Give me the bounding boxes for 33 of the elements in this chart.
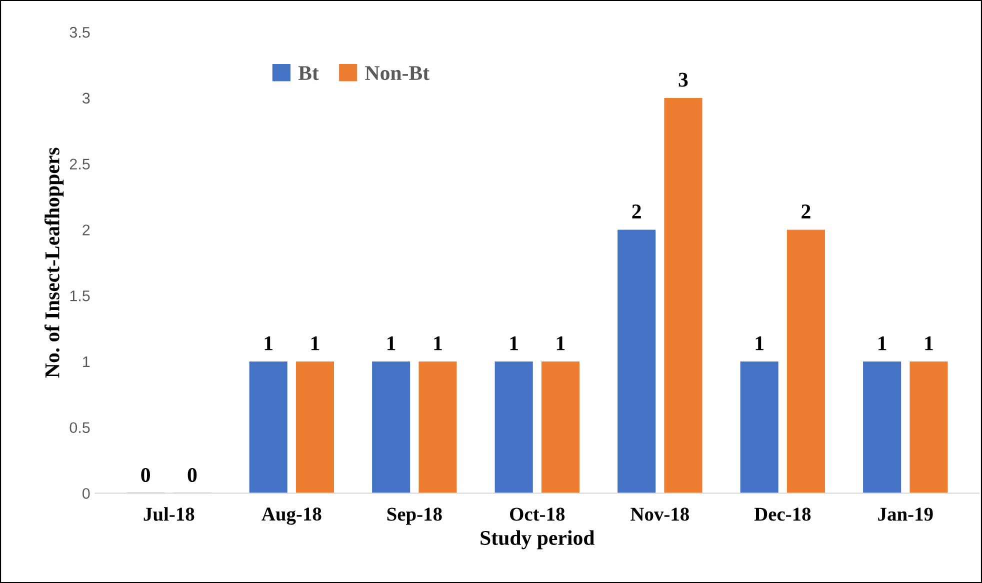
- data-label: 1: [388, 336, 396, 350]
- data-label: 3: [678, 72, 688, 87]
- data-label: 1: [510, 336, 518, 350]
- legend-label: Bt: [298, 66, 319, 80]
- y-tick-label: 0: [82, 488, 90, 499]
- data-label: 2: [632, 204, 641, 218]
- data-label: 1: [756, 336, 764, 350]
- y-tick-label: 3.5: [70, 26, 90, 38]
- x-tick-label: Jan-19: [878, 508, 933, 521]
- y-tick-label: 1.5: [70, 290, 90, 302]
- data-label: 1: [878, 336, 886, 350]
- x-tick-label: Jul-18: [144, 507, 194, 521]
- data-label: 1: [925, 336, 933, 350]
- x-tick-label: Oct-18: [510, 508, 565, 521]
- y-tick-label: 1: [83, 356, 90, 367]
- x-axis-title: Study period: [480, 530, 595, 550]
- x-tick-label: Aug-18: [262, 508, 322, 525]
- x-tick-label: Sep-18: [387, 508, 442, 525]
- data-label: 1: [556, 336, 565, 350]
- data-label: 0: [141, 468, 150, 482]
- y-tick-label: 3: [82, 92, 90, 104]
- x-tick-label: Dec-18: [754, 508, 811, 521]
- y-axis-title: No. of Insect-Leafhoppers: [44, 148, 64, 378]
- y-tick-label: 2.5: [70, 158, 90, 170]
- y-tick-label: 0.5: [70, 422, 90, 434]
- data-label: 0: [188, 468, 197, 482]
- legend-label: Non-Bt: [365, 66, 430, 80]
- data-label: 2: [802, 204, 810, 218]
- data-label: 1: [264, 336, 272, 350]
- y-tick-label: 2: [82, 224, 90, 236]
- data-label: 1: [311, 336, 320, 350]
- x-tick-label: Nov-18: [630, 508, 689, 521]
- data-label: 1: [434, 336, 442, 350]
